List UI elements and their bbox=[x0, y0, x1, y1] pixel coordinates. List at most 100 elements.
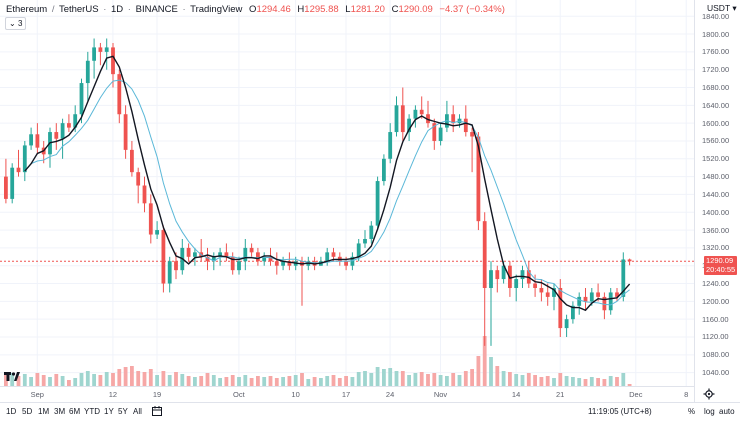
chart-canvas[interactable] bbox=[0, 0, 694, 386]
legend-quote[interactable]: TetherUS bbox=[58, 4, 99, 15]
legend-high-label: H bbox=[297, 4, 305, 15]
candle-body bbox=[539, 287, 544, 293]
volume-bar bbox=[539, 377, 544, 386]
range-button-all[interactable]: All bbox=[133, 407, 142, 416]
tradingview-logo-icon bbox=[4, 372, 20, 381]
volume-bar bbox=[564, 376, 569, 386]
gear-icon[interactable] bbox=[703, 388, 715, 400]
volume-bar bbox=[281, 377, 285, 386]
volume-bar bbox=[174, 372, 178, 386]
volume-bar bbox=[350, 377, 355, 386]
candle-body bbox=[545, 292, 550, 297]
range-button-6m[interactable]: 6M bbox=[69, 407, 81, 416]
log-scale-button[interactable]: log bbox=[704, 407, 715, 416]
candle-body bbox=[331, 252, 336, 257]
range-button-3m[interactable]: 3M bbox=[54, 407, 66, 416]
candle-body bbox=[501, 265, 506, 280]
volume-bar bbox=[337, 378, 342, 386]
volume-bar bbox=[627, 384, 632, 386]
volume-bar bbox=[463, 371, 468, 386]
volume-bar bbox=[312, 377, 317, 386]
volume-bar bbox=[589, 377, 594, 386]
candle-body bbox=[211, 256, 216, 262]
volume-bar bbox=[306, 379, 311, 386]
percent-scale-button[interactable]: % bbox=[688, 407, 696, 416]
price-tick-label: 1440.00 bbox=[702, 189, 730, 199]
range-button-1d[interactable]: 1D bbox=[6, 407, 17, 416]
ma-fast-line bbox=[24, 55, 631, 312]
calendar-range-icon[interactable] bbox=[152, 406, 162, 418]
candle-body bbox=[564, 319, 569, 329]
candle-body bbox=[495, 270, 500, 280]
candle-body bbox=[193, 252, 197, 257]
volume-bar bbox=[274, 378, 279, 386]
volume-bar bbox=[344, 376, 348, 386]
volume-bar bbox=[413, 373, 418, 386]
candle-body bbox=[596, 292, 600, 297]
volume-bar bbox=[243, 375, 248, 386]
candle-body bbox=[111, 47, 115, 75]
volume-bar bbox=[482, 336, 487, 386]
time-axis[interactable]: Sep 12 19 Oct 10 17 24 Nov 14 21 Dec 8 bbox=[0, 386, 694, 403]
price-axis[interactable]: 1840.00 1800.00 1760.00 1720.00 1680.00 1640.… bbox=[694, 0, 740, 402]
candle-body bbox=[577, 296, 582, 306]
volume-bar bbox=[432, 373, 437, 386]
time-tick-label: Sep bbox=[30, 390, 44, 399]
legend-change: −4.37 (−0.34%) bbox=[439, 4, 505, 15]
candle-body bbox=[344, 261, 348, 266]
volume-bar bbox=[501, 371, 506, 386]
candle-body bbox=[4, 176, 8, 199]
candle-body bbox=[363, 238, 367, 244]
legend-close-label: C bbox=[391, 4, 399, 15]
candle-body bbox=[16, 167, 21, 173]
timezone-clock[interactable]: 11:19:05 (UTC+8) bbox=[588, 407, 652, 416]
volume-bar bbox=[514, 374, 519, 386]
volume-bar bbox=[287, 376, 292, 386]
candle-body bbox=[325, 252, 330, 262]
volume-bar bbox=[111, 373, 115, 386]
time-tick-label: Oct bbox=[233, 390, 245, 399]
candle-body bbox=[602, 296, 607, 311]
volume-bar bbox=[419, 372, 424, 386]
price-tick-label: 1080.00 bbox=[702, 350, 730, 360]
legend-exchange[interactable]: BINANCE bbox=[135, 4, 178, 15]
candle-body bbox=[161, 230, 166, 284]
time-tick-label: 10 bbox=[291, 390, 300, 399]
time-tick-label: 12 bbox=[108, 390, 118, 399]
range-button-5d[interactable]: 5D bbox=[22, 407, 33, 416]
legend-slash: / bbox=[51, 4, 55, 15]
indicators-toggle-button[interactable]: ⌄ 3 bbox=[5, 17, 27, 30]
candle-body bbox=[520, 270, 525, 280]
range-button-1m[interactable]: 1M bbox=[38, 407, 50, 416]
range-button-ytd[interactable]: YTD bbox=[84, 407, 100, 416]
candle-body bbox=[621, 259, 626, 297]
price-tick-label: 1760.00 bbox=[702, 47, 730, 57]
price-tick-label: 1160.00 bbox=[702, 314, 729, 324]
volume-bar bbox=[268, 376, 273, 386]
volume-bars bbox=[4, 336, 632, 386]
volume-bar bbox=[262, 377, 267, 386]
range-button-5y[interactable]: 5Y bbox=[118, 407, 128, 416]
range-button-1y[interactable]: 1Y bbox=[104, 407, 114, 416]
volume-bar bbox=[73, 378, 78, 386]
legend-symbol[interactable]: Ethereum bbox=[6, 4, 48, 15]
price-tick-label: 1360.00 bbox=[702, 225, 730, 235]
candle-body bbox=[67, 123, 71, 128]
symbol-legend[interactable]: Ethereum / TetherUS · 1D · BINANCE · Tra… bbox=[6, 4, 505, 16]
currency-select[interactable]: USDT ▾ bbox=[707, 3, 737, 14]
candle-body bbox=[85, 60, 90, 84]
volume-bar bbox=[363, 371, 367, 386]
volume-bar bbox=[98, 375, 103, 386]
legend-interval[interactable]: 1D bbox=[111, 4, 124, 15]
volume-bar bbox=[92, 374, 96, 386]
candle-body bbox=[186, 247, 191, 257]
legend-dot: · bbox=[127, 4, 131, 15]
tradingview-logo-icon[interactable] bbox=[4, 372, 20, 384]
candle-body bbox=[476, 136, 481, 222]
candle-body bbox=[489, 270, 493, 288]
volume-bar bbox=[85, 371, 90, 386]
volume-bar bbox=[54, 374, 59, 386]
candle-body bbox=[394, 105, 399, 133]
auto-scale-button[interactable]: auto bbox=[719, 407, 735, 416]
